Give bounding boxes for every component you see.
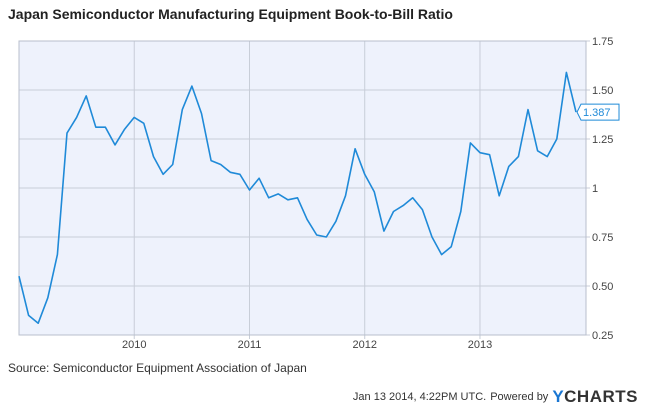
y-tick-label: 1.25 [592, 134, 613, 146]
last-value-flag: 1.387 [576, 103, 620, 121]
plot-border [18, 40, 587, 336]
logo-text: CHARTS [564, 387, 638, 406]
chart-title: Japan Semiconductor Manufacturing Equipm… [8, 6, 453, 22]
y-tick-label: 1.50 [592, 85, 613, 97]
x-axis-tick-labels: 2010 2011 2012 2013 [122, 339, 492, 351]
x-tick-label: 2012 [352, 339, 376, 351]
footer: Jan 13 2014, 4:22PM UTC. Powered by Y CH… [353, 387, 638, 407]
y-tick-label: 0.25 [592, 330, 613, 342]
y-tick-label: 1.75 [592, 36, 613, 48]
y-axis-tick-labels: 0.25 0.50 0.75 1 1.25 1.50 1.75 [592, 36, 613, 342]
x-tick-label: 2011 [238, 339, 262, 351]
source-note: Source: Semiconductor Equipment Associat… [8, 361, 307, 375]
y-tick-label: 1 [592, 183, 598, 195]
series-line[interactable] [18, 71, 577, 324]
logo-y: Y [552, 387, 565, 406]
x-tick-label: 2010 [122, 339, 146, 351]
last-value-label: 1.387 [583, 107, 611, 119]
last-value-flag-shape [576, 103, 620, 121]
timestamp: Jan 13 2014, 4:22PM UTC. [352, 391, 487, 403]
y-tick-label: 0.75 [592, 232, 613, 244]
powered-by-label: Powered by [490, 391, 549, 403]
ycharts-logo[interactable]: Y CHARTS [552, 387, 638, 407]
y-tick-label: 0.50 [592, 281, 613, 293]
x-tick-label: 2013 [468, 339, 492, 351]
